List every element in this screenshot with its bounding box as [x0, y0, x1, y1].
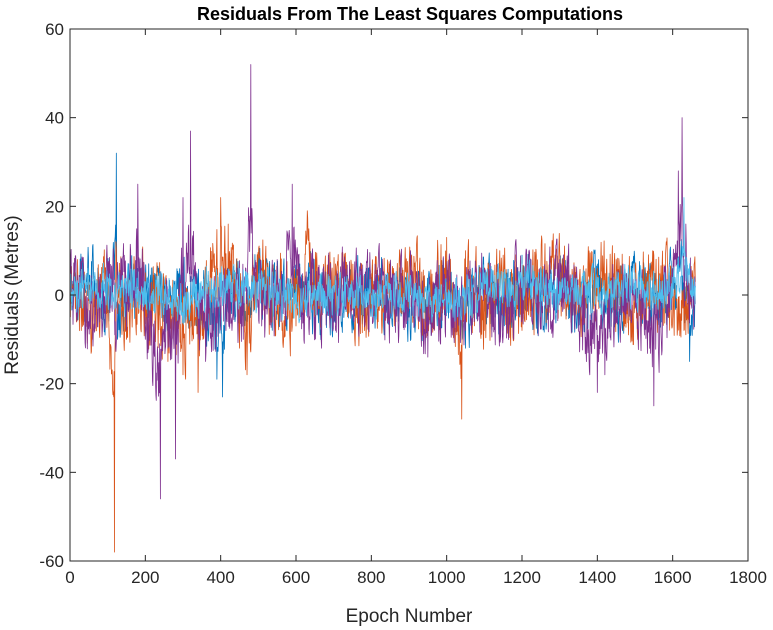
y-tick-label: 40 [45, 109, 64, 128]
y-axis-title: Residuals (Metres) [2, 215, 23, 374]
y-tick-label: -20 [39, 375, 64, 394]
x-tick-label: 1200 [503, 568, 541, 587]
series-line-2 [69, 197, 696, 553]
y-tick-label: 60 [45, 20, 64, 39]
chart-title: Residuals From The Least Squares Computa… [197, 4, 623, 24]
y-tick-label: -60 [39, 552, 64, 571]
x-tick-label: 600 [282, 568, 310, 587]
series-line-4 [69, 197, 696, 325]
series-layer [69, 64, 696, 553]
y-axis: -60 -40 -20 0 20 40 60 [39, 20, 748, 571]
x-tick-label: 1600 [654, 568, 692, 587]
y-tick-label: 0 [55, 286, 64, 305]
x-tick-label: 200 [131, 568, 159, 587]
x-tick-label: 1400 [578, 568, 616, 587]
x-tick-label: 800 [357, 568, 385, 587]
y-tick-label: -40 [39, 463, 64, 482]
x-tick-label: 400 [206, 568, 234, 587]
series-line-3 [69, 64, 696, 500]
x-tick-label: 1000 [428, 568, 466, 587]
y-tick-label: 20 [45, 197, 64, 216]
x-axis: 0 200 400 600 800 1000 1200 1400 1600 1800 [65, 29, 767, 587]
x-tick-label: 1800 [729, 568, 767, 587]
x-tick-label: 0 [65, 568, 74, 587]
x-axis-title: Epoch Number [346, 606, 473, 627]
